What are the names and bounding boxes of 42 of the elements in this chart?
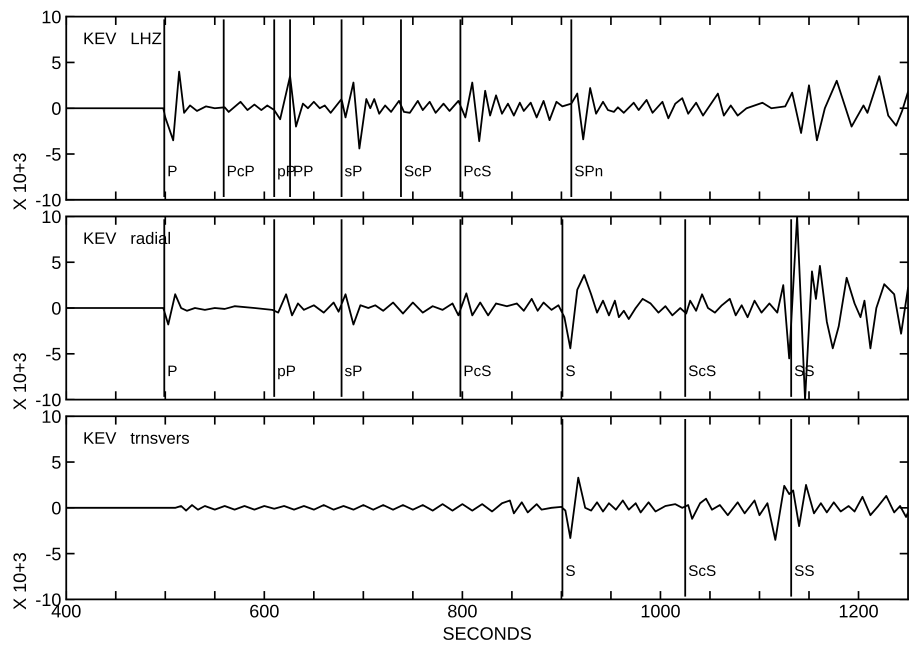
x-tick-label: 600 (250, 604, 279, 618)
y-tick-label: 10 (42, 10, 61, 24)
y-tick-label: -10 (36, 394, 61, 406)
ref-line-label: sP (344, 166, 362, 176)
ref-line-label: SS (794, 565, 814, 576)
x-tick-label: 1000 (642, 604, 680, 618)
y-tick-label: 0 (52, 302, 61, 315)
ref-line-label: ScS (688, 565, 716, 576)
y-tick-label: -5 (46, 348, 61, 361)
annotation: KEV trnsvers (84, 432, 189, 444)
y-axis-title: X 10+3 (13, 553, 26, 610)
ref-line-label: P (168, 166, 177, 176)
y-tick-label: 0 (52, 502, 61, 515)
y-tick-label: -10 (36, 194, 61, 207)
y-tick-label: -10 (36, 593, 61, 606)
x-tick-label: 800 (448, 604, 477, 618)
x-tick-label: 1200 (840, 604, 878, 618)
ref-line-label: S (566, 365, 575, 376)
annotation: KEV LHZ (84, 32, 162, 44)
ref-line-label: ScP (404, 166, 432, 176)
ref-line-label: sP (344, 366, 362, 376)
ref-line-label: PcS (464, 365, 491, 376)
y-axis-title: X 10+3 (13, 353, 26, 410)
y-axis-title: X 10+3 (13, 153, 26, 210)
ref-line-label: PP (294, 166, 313, 176)
x-tick-label: 400 (52, 604, 81, 618)
ref-line-label: pP (278, 366, 296, 380)
ref-line-label: P (168, 366, 177, 376)
y-tick-label: 5 (52, 256, 61, 269)
y-tick-label: 10 (42, 410, 61, 423)
ref-line-label: PcP (228, 166, 254, 176)
y-tick-label: -5 (46, 548, 61, 560)
x-axis-title: SECONDS (443, 627, 531, 640)
y-tick-label: 0 (52, 102, 61, 115)
ref-line-label: ScS (688, 365, 716, 376)
ref-line-label: SPn (574, 166, 602, 176)
y-tick-label: 5 (52, 456, 61, 469)
y-tick-label: -5 (46, 148, 61, 161)
ref-line-label: S (566, 565, 575, 576)
y-tick-label: 5 (52, 56, 61, 70)
ref-line-label: PcS (464, 166, 491, 176)
y-tick-label: 10 (42, 210, 61, 224)
